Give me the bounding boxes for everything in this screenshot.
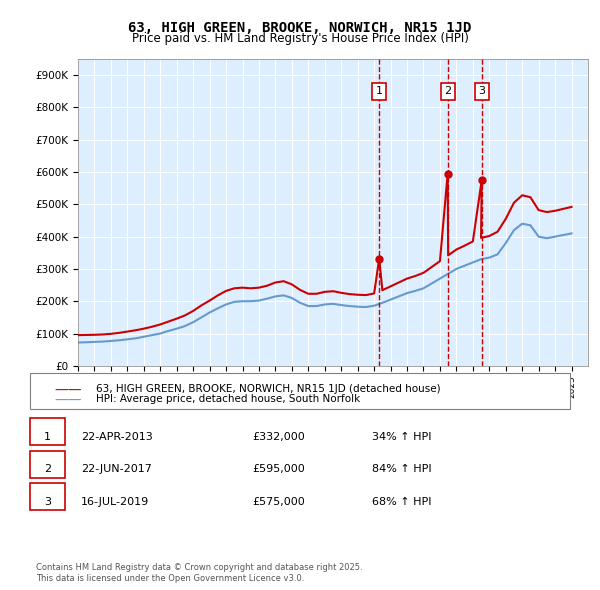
Text: 84% ↑ HPI: 84% ↑ HPI bbox=[372, 464, 431, 474]
Text: £332,000: £332,000 bbox=[252, 432, 305, 442]
Text: 1: 1 bbox=[44, 432, 51, 442]
Text: 16-JUL-2019: 16-JUL-2019 bbox=[81, 497, 149, 507]
Text: HPI: Average price, detached house, South Norfolk: HPI: Average price, detached house, Sout… bbox=[90, 395, 354, 405]
Text: ——: —— bbox=[54, 384, 82, 398]
Text: 1: 1 bbox=[376, 86, 383, 96]
Text: 63, HIGH GREEN, BROOKE, NORWICH, NR15 1JD (detached house): 63, HIGH GREEN, BROOKE, NORWICH, NR15 1J… bbox=[90, 385, 434, 395]
Text: ——: —— bbox=[48, 395, 76, 409]
Text: £595,000: £595,000 bbox=[252, 464, 305, 474]
Text: 63, HIGH GREEN, BROOKE, NORWICH, NR15 1JD (detached house): 63, HIGH GREEN, BROOKE, NORWICH, NR15 1J… bbox=[96, 384, 440, 394]
Text: 3: 3 bbox=[44, 497, 51, 507]
Text: Price paid vs. HM Land Registry's House Price Index (HPI): Price paid vs. HM Land Registry's House … bbox=[131, 32, 469, 45]
Text: 22-APR-2013: 22-APR-2013 bbox=[81, 432, 153, 442]
Text: 63, HIGH GREEN, BROOKE, NORWICH, NR15 1JD: 63, HIGH GREEN, BROOKE, NORWICH, NR15 1J… bbox=[128, 21, 472, 35]
Text: 2: 2 bbox=[44, 464, 51, 474]
Text: 2: 2 bbox=[444, 86, 451, 96]
Text: HPI: Average price, detached house, South Norfolk: HPI: Average price, detached house, Sout… bbox=[96, 394, 360, 404]
Text: 68% ↑ HPI: 68% ↑ HPI bbox=[372, 497, 431, 507]
Text: ——: —— bbox=[48, 385, 76, 399]
Text: 3: 3 bbox=[478, 86, 485, 96]
Text: Contains HM Land Registry data © Crown copyright and database right 2025.
This d: Contains HM Land Registry data © Crown c… bbox=[36, 563, 362, 583]
Text: ——: —— bbox=[54, 394, 82, 408]
Text: 22-JUN-2017: 22-JUN-2017 bbox=[81, 464, 152, 474]
Text: 34% ↑ HPI: 34% ↑ HPI bbox=[372, 432, 431, 442]
Text: £575,000: £575,000 bbox=[252, 497, 305, 507]
